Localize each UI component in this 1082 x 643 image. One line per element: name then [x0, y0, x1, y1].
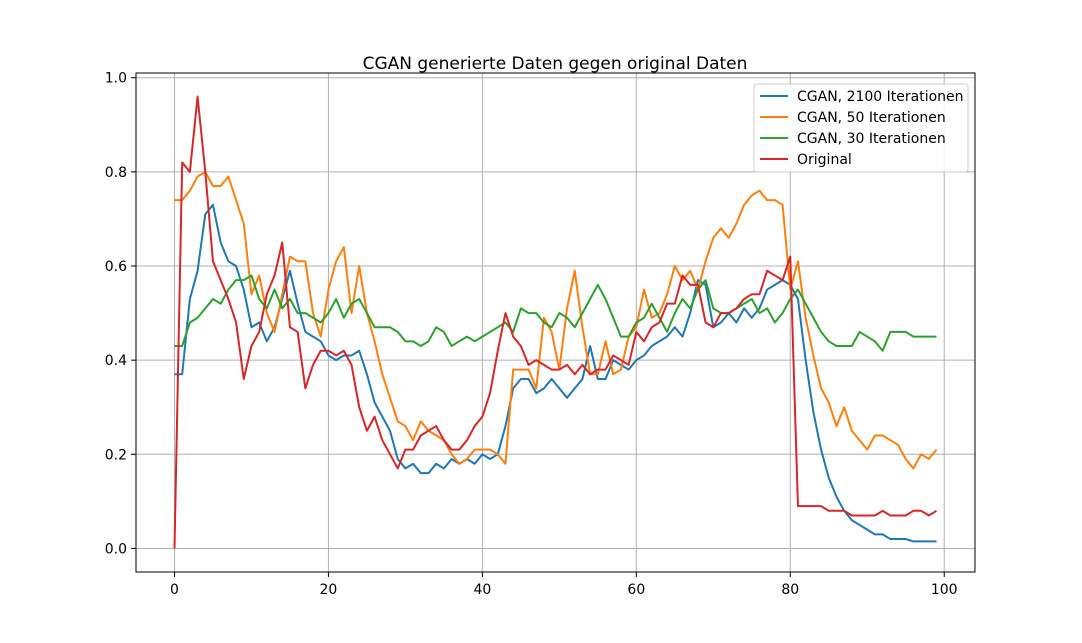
x-tick-label: 80: [781, 582, 799, 598]
x-tick-label: 100: [931, 582, 958, 598]
series-line-3: [174, 274, 937, 352]
y-tick-label: 0.8: [105, 165, 127, 181]
y-tick-label: 0.2: [105, 447, 127, 463]
legend-box: [753, 83, 969, 173]
legend-label: CGAN, 30 Iterationen: [797, 131, 946, 147]
y-tick-label: 0.4: [105, 353, 127, 369]
series-line-2: [174, 170, 938, 470]
x-tick-label: 60: [627, 582, 645, 598]
series-line-4: [173, 95, 938, 549]
axis-ticks: 0 20 40 60 80 100 0.0 0.2 0.4 0.6 0.8 1.0: [105, 71, 958, 598]
x-tick-label: 0: [170, 582, 179, 598]
series-lines: [173, 95, 938, 549]
y-tick-label: 0.0: [105, 541, 127, 557]
x-tick-label: 40: [473, 582, 491, 598]
x-tick-label: 20: [320, 582, 338, 598]
axes-frame: [135, 72, 976, 573]
series-line-1: [174, 203, 937, 543]
y-tick-label: 0.6: [105, 259, 127, 275]
chart-title: CGAN generierte Daten gegen original Dat…: [363, 54, 748, 74]
legend-label: CGAN, 50 Iterationen: [797, 110, 946, 126]
y-tick-label: 1.0: [105, 71, 127, 87]
legend-label: CGAN, 2100 Iterationen: [797, 89, 964, 105]
legend-label: Original: [797, 152, 852, 168]
legend: CGAN, 2100 Iterationen CGAN, 50 Iteration…: [753, 83, 969, 173]
